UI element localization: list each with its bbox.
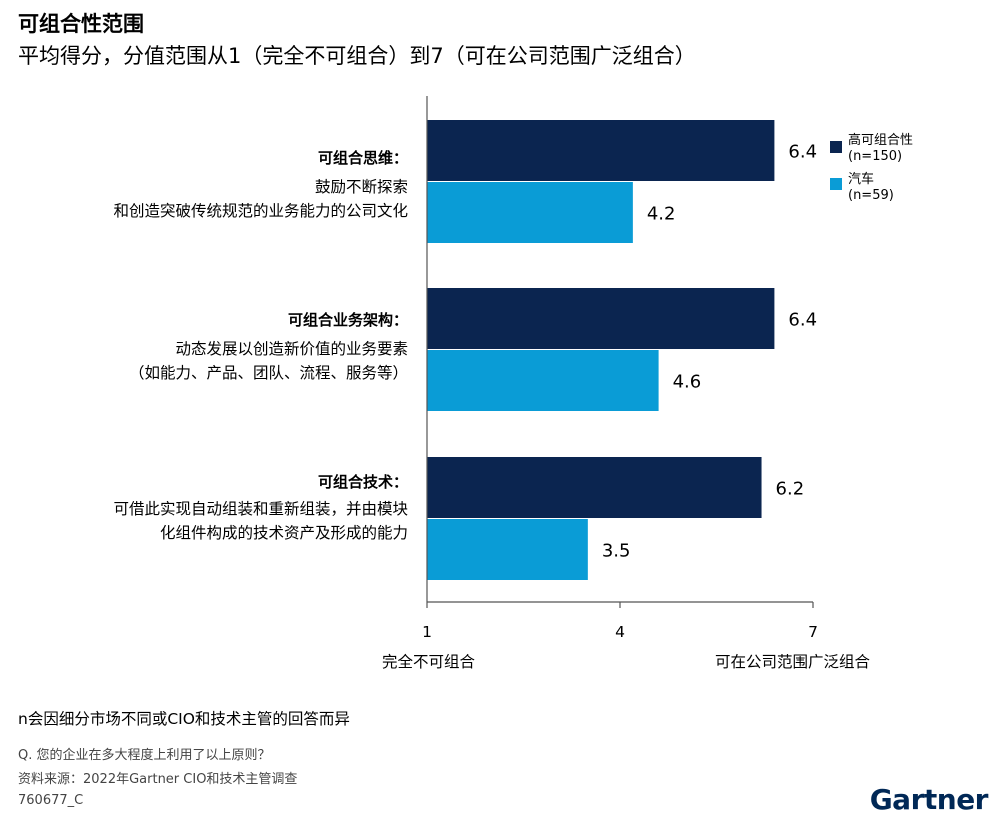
bar-auto-0 [427,182,633,243]
legend-entry-high: 高可组合性 (n=150) [848,133,913,165]
bar-auto-2 [427,519,588,580]
data-label: 3.5 [602,541,631,562]
gartner-logo: Gartner [869,783,989,816]
chart-title: 可组合性范围 [18,12,144,36]
category-desc-business-architecture: 动态发展以创造新价值的业务要素 （如能力、产品、团队、流程、服务等） [129,337,408,385]
data-label: 4.2 [647,204,676,225]
category-desc-line: 动态发展以创造新价值的业务要素 [175,340,408,358]
category-desc-mindset: 鼓励不断探索 和创造突破传统规范的业务能力的公司文化 [113,175,408,223]
footer-question: Q. 您的企业在多大程度上利用了以上原则？ [18,748,271,763]
bar-chart: 6.4 6.4 6.2 4.2 4.6 3.5 1 4 7 [422,96,818,641]
footer-id: 760677_C [18,793,84,808]
legend-n: (n=150) [848,149,903,164]
legend-swatch-auto [830,178,842,190]
category-desc-line: 化组件构成的技术资产及形成的能力 [159,524,408,542]
legend-label: 高可组合性 [848,133,914,148]
x-tick-label: 1 [422,623,432,641]
bar-high-2 [427,457,762,518]
bar-high-0 [427,120,775,181]
data-label: 6.2 [776,479,805,500]
legend-label: 汽车 [848,172,875,187]
x-tick-label: 7 [808,623,818,641]
chart-subtitle: 平均得分，分值范围从1（完全不可组合）到7（可在公司范围广泛组合） [18,44,696,68]
sample-size-note: n会因细分市场不同或CIO和技术主管的回答而异 [18,710,350,728]
category-name-mindset: 可组合思维： [317,149,408,167]
x-tick-label: 4 [615,623,625,641]
data-label: 6.4 [788,310,817,331]
category-desc-line: （如能力、产品、团队、流程、服务等） [128,364,408,382]
footer-source: 资料来源：2022年Gartner CIO和技术主管调查 [18,772,298,787]
bar-high-1 [427,288,775,349]
x-axis-high-label: 可在公司范围广泛组合 [715,653,871,671]
category-desc-line: 可借此实现自动组装和重新组装，并由模块 [113,500,408,518]
category-name-technology: 可组合技术： [317,473,408,491]
legend-swatch-high [830,141,842,153]
x-axis-low-label: 完全不可组合 [382,653,476,671]
category-name-business-architecture: 可组合业务架构： [287,311,408,329]
legend-entry-auto: 汽车 (n=59) [848,172,894,204]
data-label: 4.6 [673,372,702,393]
legend-n: (n=59) [848,188,894,203]
bar-auto-1 [427,350,659,411]
category-desc-line: 和创造突破传统规范的业务能力的公司文化 [113,202,408,220]
category-desc-technology: 可借此实现自动组装和重新组装，并由模块 化组件构成的技术资产及形成的能力 [113,497,408,545]
category-desc-line: 鼓励不断探索 [314,178,408,196]
data-label: 6.4 [788,142,817,163]
